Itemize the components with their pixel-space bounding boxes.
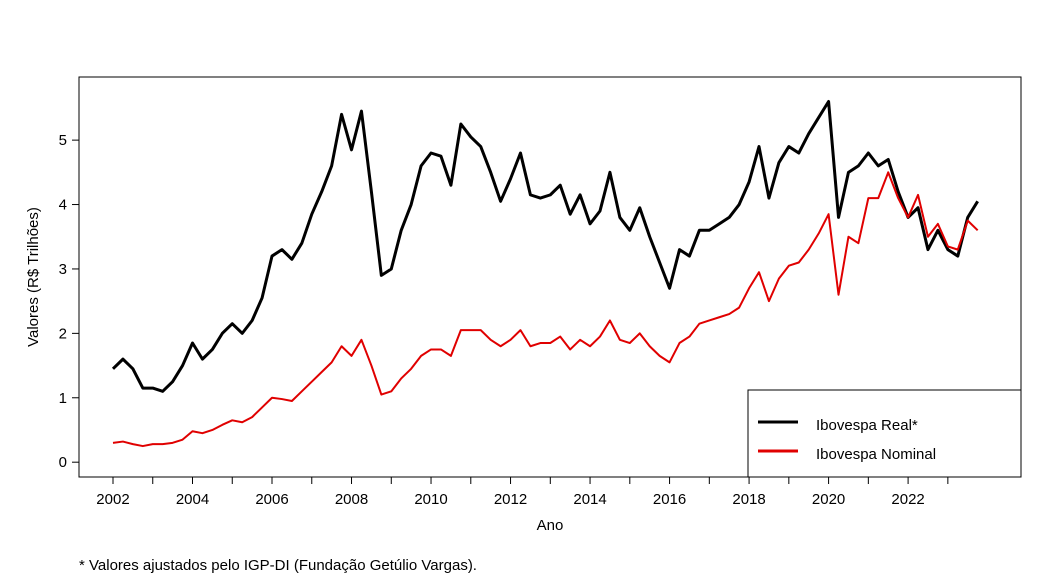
legend-label: Ibovespa Nominal <box>816 446 936 463</box>
y-tick-label: 2 <box>59 325 67 342</box>
x-tick-label: 2002 <box>96 491 129 508</box>
y-tick-label: 1 <box>59 390 67 407</box>
y-tick-label: 4 <box>59 197 67 214</box>
x-tick-label: 2016 <box>653 491 686 508</box>
legend-label: Ibovespa Real* <box>816 417 918 434</box>
x-axis-label: Ano <box>537 517 564 534</box>
x-tick-label: 2004 <box>176 491 209 508</box>
y-axis-label: Valores (R$ Trilhões) <box>25 207 42 347</box>
x-tick-label: 2020 <box>812 491 845 508</box>
y-tick-label: 5 <box>59 132 67 149</box>
series-line <box>111 99 979 393</box>
x-tick-label: 2022 <box>891 491 924 508</box>
x-tick-label: 2010 <box>414 491 447 508</box>
y-tick-label: 0 <box>59 454 67 471</box>
x-tick-label: 2018 <box>732 491 765 508</box>
series-line <box>112 171 979 448</box>
x-tick-label: 2012 <box>494 491 527 508</box>
y-tick-label: 3 <box>59 261 67 278</box>
x-tick-label: 2008 <box>335 491 368 508</box>
x-tick-label: 2006 <box>255 491 288 508</box>
x-tick-label: 2014 <box>573 491 606 508</box>
legend-box <box>747 389 1022 478</box>
footnote: * Valores ajustados pelo IGP-DI (Fundaçã… <box>79 557 477 574</box>
